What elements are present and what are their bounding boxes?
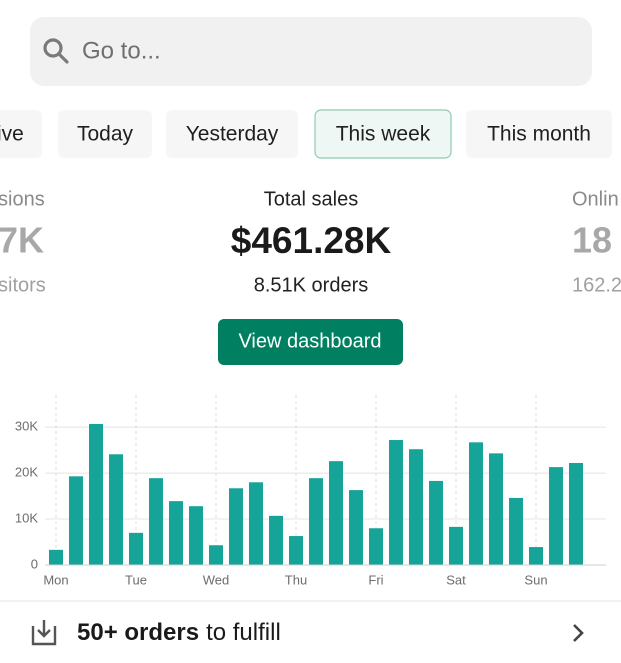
search-bar[interactable] — [30, 17, 592, 86]
bar — [529, 547, 543, 565]
stat-left-sub: sitors — [0, 274, 46, 296]
bar — [269, 515, 283, 565]
stat-left-value: 7K — [0, 220, 44, 261]
bar — [469, 442, 483, 565]
tab-label: This month — [487, 123, 591, 146]
stat-title: Total sales — [264, 188, 359, 210]
bar — [129, 532, 143, 565]
stat-value: $461.28K — [231, 220, 392, 261]
bar — [509, 497, 523, 565]
tab[interactable] — [0, 110, 42, 158]
tab[interactable] — [166, 110, 298, 158]
bar — [69, 476, 83, 565]
y-tick-label: 30K — [15, 419, 38, 434]
bar — [249, 482, 263, 565]
bar — [109, 454, 123, 565]
bar — [169, 501, 183, 565]
y-tick-label: 0 — [31, 556, 38, 571]
stat-left-title: sions — [0, 188, 45, 210]
bar — [49, 549, 63, 565]
bar — [209, 545, 223, 565]
bar — [329, 461, 343, 565]
search-placeholder: Go to... — [82, 37, 161, 64]
dashboard-button[interactable] — [218, 319, 403, 365]
bar — [369, 528, 383, 565]
bar — [549, 467, 563, 565]
chevron — [573, 624, 584, 642]
bar — [89, 423, 103, 565]
tab-label: Today — [77, 123, 134, 146]
bar — [409, 449, 423, 565]
bar — [429, 480, 443, 565]
bar — [449, 526, 463, 565]
tab[interactable] — [466, 110, 612, 158]
x-tick-label: Tue — [125, 572, 147, 587]
x-tick-label: Fri — [368, 572, 383, 587]
y-tick-label: 10K — [15, 510, 38, 525]
tab-label: ive — [0, 123, 24, 146]
tab[interactable] — [314, 109, 452, 159]
x-tick-label: Mon — [43, 572, 68, 587]
x-tick-label: Thu — [285, 572, 307, 587]
bar — [309, 478, 323, 565]
stat-right-title: Onlin — [572, 188, 619, 210]
bar — [349, 490, 363, 565]
y-tick-label: 20K — [15, 465, 38, 480]
fulfill-text[interactable]: 50+ orders to fulfill — [77, 619, 281, 646]
tab[interactable] — [58, 110, 152, 158]
dashboard-button-label: View dashboard — [238, 330, 381, 352]
bar — [289, 536, 303, 565]
fulfill-rest: to fulfill — [206, 619, 281, 646]
stat-right-value: 18 — [572, 220, 612, 261]
search-icon — [43, 38, 69, 64]
fulfill-icon — [31, 620, 57, 646]
tab-label: This week — [336, 123, 431, 146]
bar — [229, 488, 243, 565]
bar — [489, 453, 503, 565]
stat-right-sub: 162.2 — [572, 274, 621, 296]
bar — [149, 478, 163, 565]
bar — [569, 463, 583, 565]
fulfill-bold: 50+ orders — [77, 619, 199, 646]
x-tick-label: Sun — [524, 572, 547, 587]
bar — [389, 440, 403, 565]
tab-label: Yesterday — [186, 123, 279, 146]
stat-sub: 8.51K orders — [254, 274, 369, 296]
bar — [189, 506, 203, 565]
x-tick-label: Wed — [203, 572, 230, 587]
x-tick-label: Sat — [446, 572, 466, 587]
